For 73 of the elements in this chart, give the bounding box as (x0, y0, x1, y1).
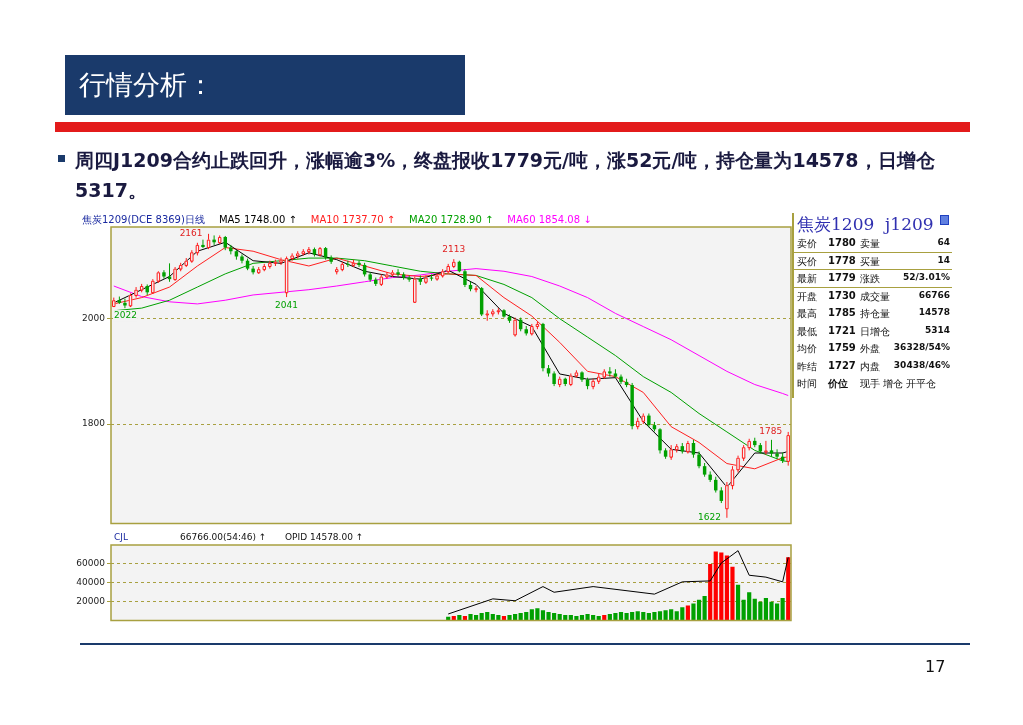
text: 价位 (828, 377, 848, 391)
text: MA60 1854.08 ↓ (507, 213, 592, 225)
text: 1721 (828, 324, 856, 336)
text: 外盘 (860, 342, 880, 356)
candlestick (396, 268, 400, 278)
text: 持仓量 (860, 307, 890, 321)
text: CJL (114, 532, 128, 543)
candlestick (251, 265, 255, 275)
chart-title: 行情分析： (79, 68, 214, 102)
text: 买价 (797, 254, 817, 269)
candlestick (201, 239, 205, 249)
text: 卖量 (860, 237, 880, 251)
annotation: 1622 (698, 511, 721, 522)
text: 64 (937, 237, 950, 247)
text: 焦炭1209(DCE 8369)日线 (82, 213, 205, 225)
text: 30438/46% (893, 359, 950, 370)
text: 66766 (918, 289, 950, 300)
text: 36328/54% (893, 342, 950, 352)
bar (685, 605, 690, 621)
text: 现手 增仓 开平仓 (860, 377, 937, 391)
text: 时间 (797, 377, 817, 391)
text: 开盘 (797, 289, 817, 304)
y-tick-label: 2000 (82, 313, 106, 324)
text: 66766.00(54:46) ↑ (180, 532, 267, 543)
y-tick-label: 40000 (76, 577, 106, 588)
text: 均价 (797, 342, 817, 356)
text: 日增仓 (860, 324, 890, 339)
text: MA20 1728.90 ↑ (409, 213, 494, 225)
candlestick (608, 366, 612, 378)
text: 14 (937, 254, 950, 265)
text: 最低 (797, 324, 817, 339)
text: 1785 (828, 307, 856, 318)
text: 1759 (828, 342, 856, 353)
bar (708, 563, 713, 621)
text: 昨结 (797, 359, 817, 374)
annotation: 2113 (442, 243, 466, 254)
bar (786, 557, 791, 621)
candlestick (357, 260, 361, 268)
annotation: 2022 (114, 309, 137, 320)
chart-subtitle: 周四J1209合约止跌回升，涨幅逾3%，终盘报收1779元/吨，涨52元/吨，持仓量为14578，日增仓5317。 (75, 148, 936, 203)
text: 1778 (828, 254, 856, 266)
text: 焦炭1209 j1209 (797, 213, 934, 236)
bar (702, 596, 707, 621)
bar (735, 584, 741, 621)
text: 14578 (918, 307, 950, 317)
annotation: 1785 (759, 425, 783, 436)
text: 成交量 (860, 289, 890, 304)
candlestick (162, 269, 166, 280)
text: 1779 (828, 272, 856, 283)
candlestick (346, 260, 350, 268)
text: 52/3.01% (902, 272, 950, 282)
y-tick-label: 20000 (76, 596, 106, 607)
bar (780, 597, 785, 621)
text: 1727 (828, 359, 856, 371)
candlestick (240, 253, 244, 264)
text: MA10 1737.70 ↑ (310, 213, 396, 225)
text: 5314 (924, 324, 950, 335)
text: 卖价 (797, 237, 817, 251)
text: 涨跌 (860, 272, 880, 286)
y-tick-label: 1800 (82, 418, 106, 429)
annotation: 2161 (179, 227, 203, 238)
text: 1780 (828, 237, 856, 248)
text: 1730 (828, 289, 856, 301)
text: 买量 (860, 254, 880, 269)
series-label: MA5 1748.00 ↑ (218, 213, 297, 225)
text: 17 (925, 657, 946, 676)
candlestick (658, 427, 662, 455)
y-tick-label: 60000 (76, 558, 106, 569)
text: 最高 (797, 307, 817, 321)
text: 内盘 (860, 359, 880, 374)
annotation: 2041 (275, 299, 299, 310)
text: OPID 14578.00 ↑ (285, 532, 364, 543)
text: 最新 (797, 272, 817, 286)
